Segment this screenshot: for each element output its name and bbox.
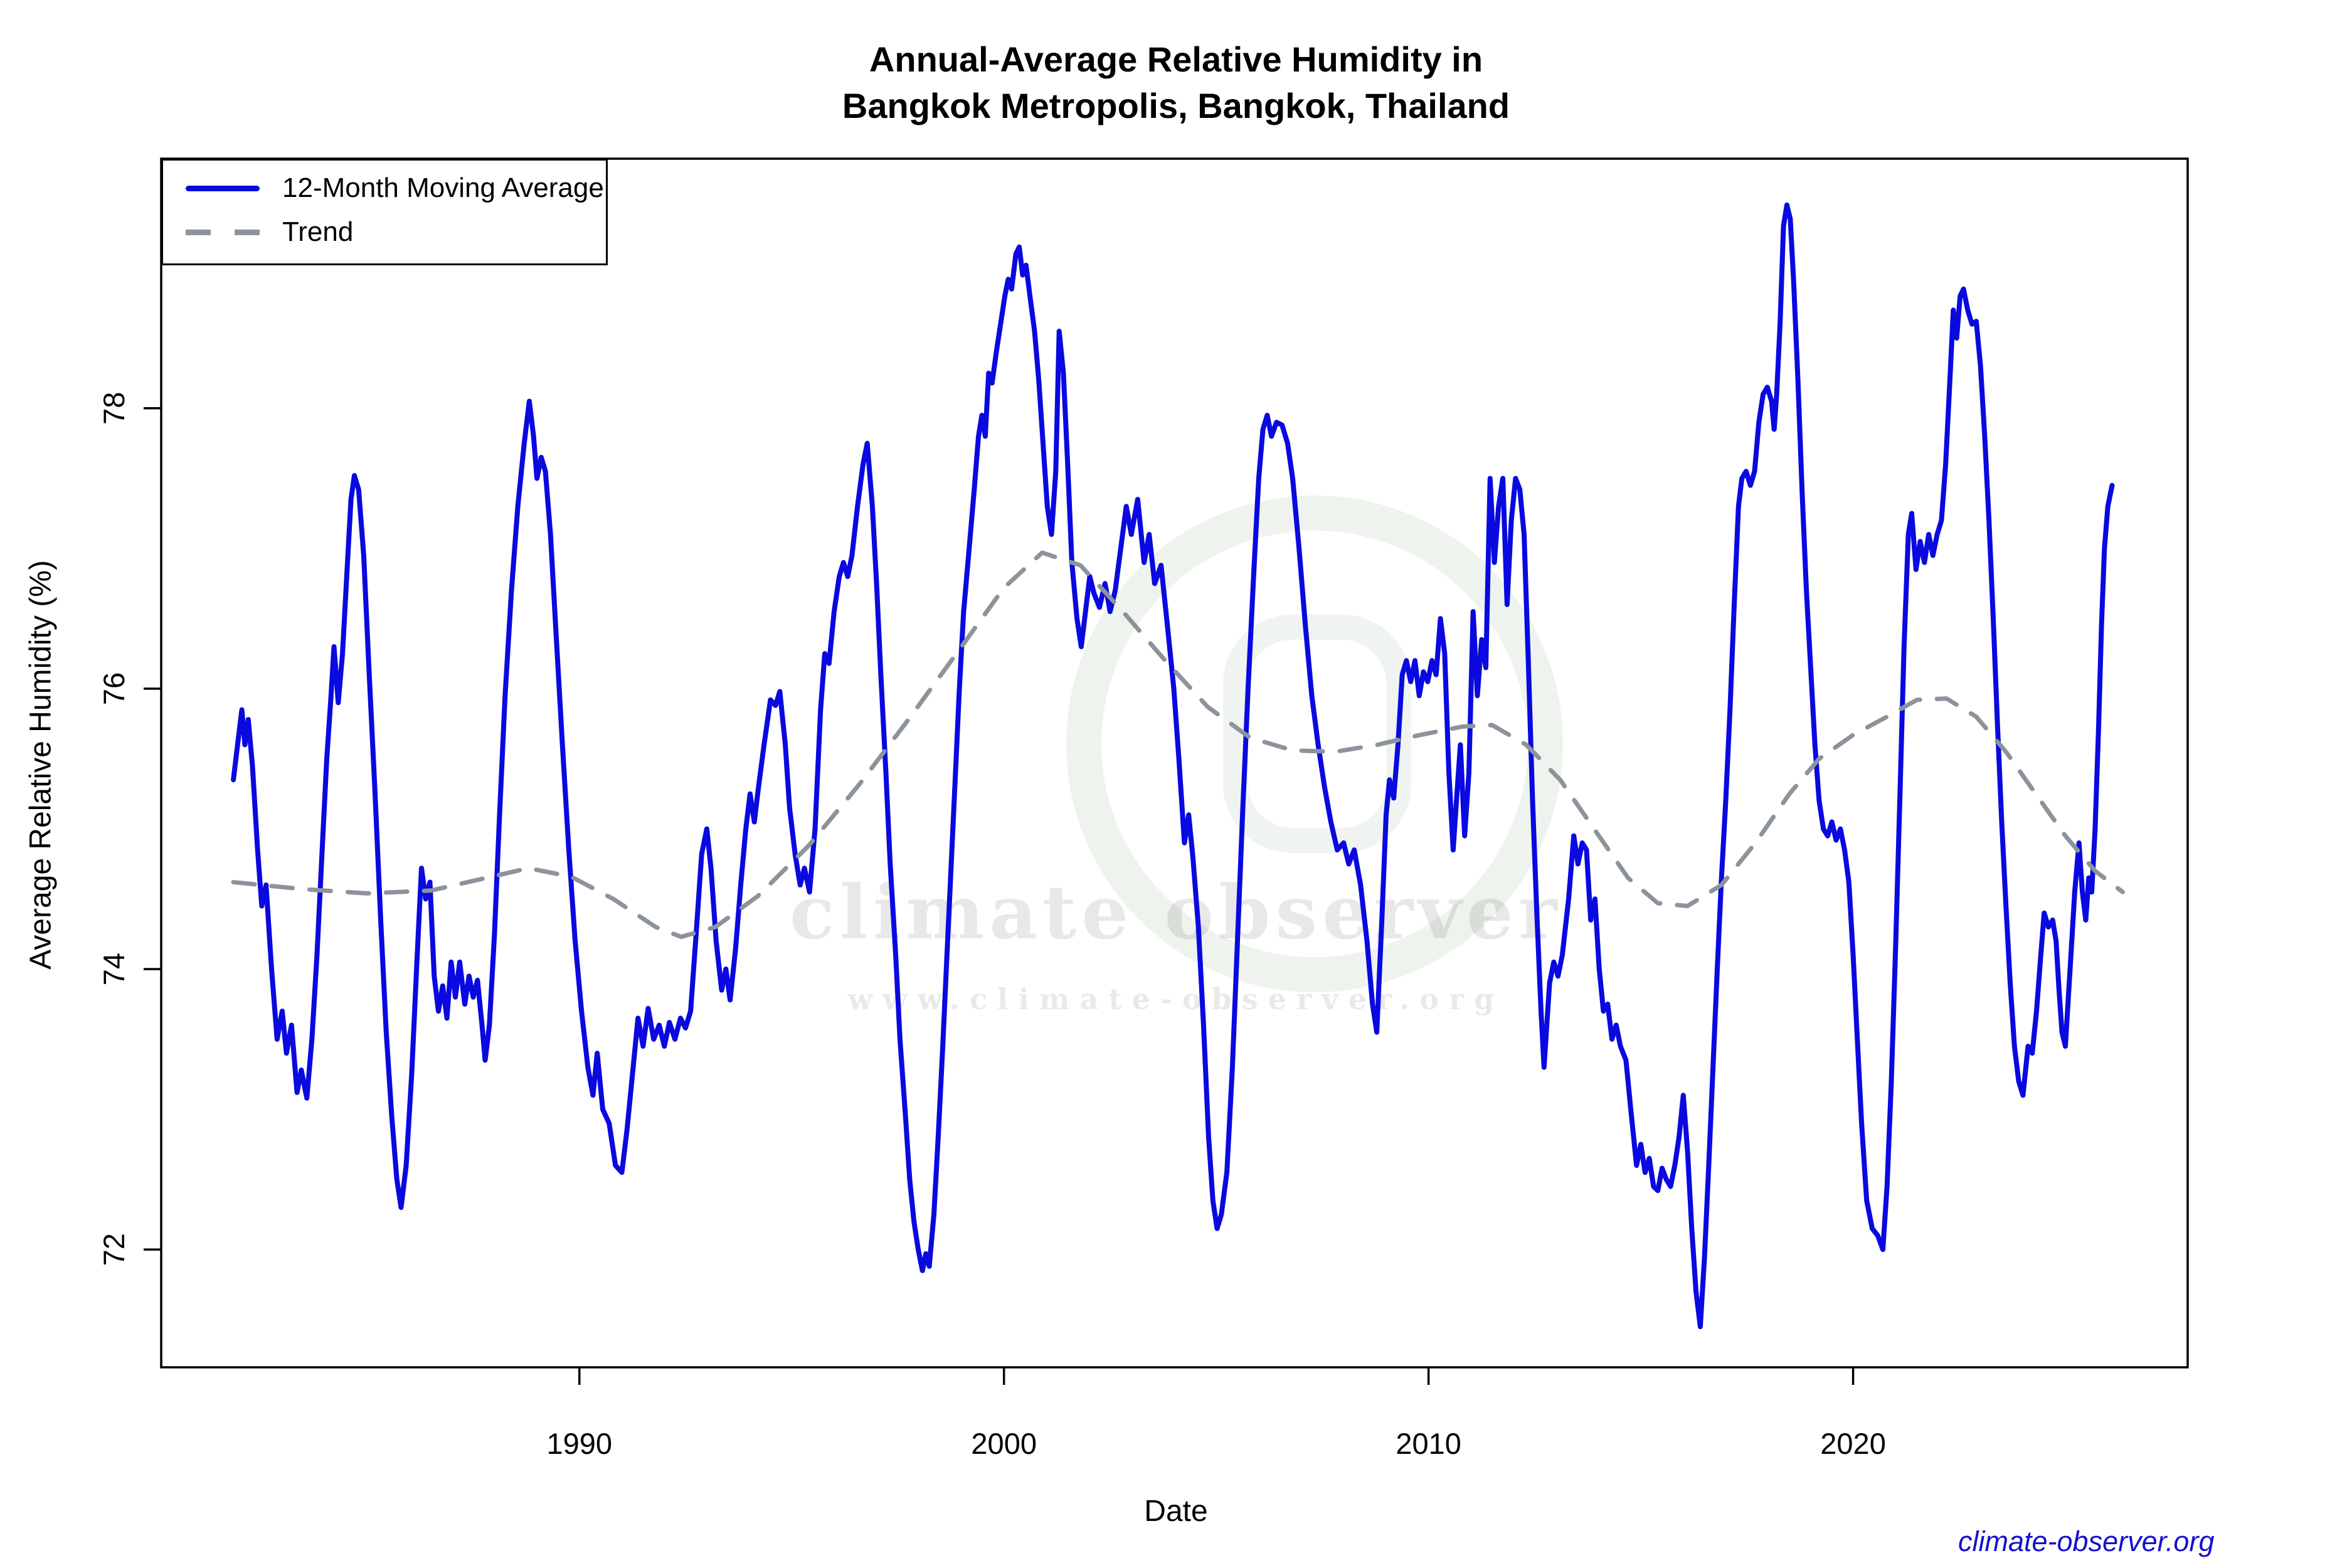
legend-label-trend: Trend: [282, 216, 354, 247]
chart-title-line1: Annual-Average Relative Humidity in: [869, 40, 1483, 79]
legend-row-trend: Trend: [163, 213, 606, 251]
watermark-text: climate observer: [789, 869, 1563, 956]
legend-line-sample-blue: [186, 186, 260, 191]
series-line-moving-average: [231, 202, 2115, 1330]
y-tick-label: 74: [97, 953, 130, 985]
y-tick-label: 76: [97, 672, 130, 705]
legend-line-sample-dashed: [186, 230, 260, 235]
legend-box: 12-Month Moving Average Trend: [161, 159, 608, 265]
y-axis-label: Average Relative Humidity (%): [24, 560, 58, 970]
legend-row-moving-average: 12-Month Moving Average: [163, 169, 606, 207]
plot-border: [160, 157, 2189, 1369]
watermark-url: www.climate-observer.org: [847, 982, 1505, 1016]
x-tick-label: 1990: [546, 1427, 612, 1460]
y-tick-label: 72: [97, 1233, 130, 1266]
y-tick-label: 78: [97, 392, 130, 425]
x-tick-label: 2010: [1396, 1427, 1461, 1460]
x-tick-label: 2020: [1820, 1427, 1886, 1460]
legend-label-moving-average: 12-Month Moving Average: [282, 172, 604, 203]
x-axis-label: Date: [1144, 1495, 1208, 1528]
footer-link[interactable]: climate-observer.org: [1958, 1525, 2215, 1557]
chart-title-line2: Bangkok Metropolis, Bangkok, Thailand: [842, 86, 1510, 125]
chart-title: Annual-Average Relative Humidity in Bang…: [0, 36, 2352, 129]
x-tick-label: 2000: [971, 1427, 1037, 1460]
series-line-trend: [231, 550, 2125, 940]
